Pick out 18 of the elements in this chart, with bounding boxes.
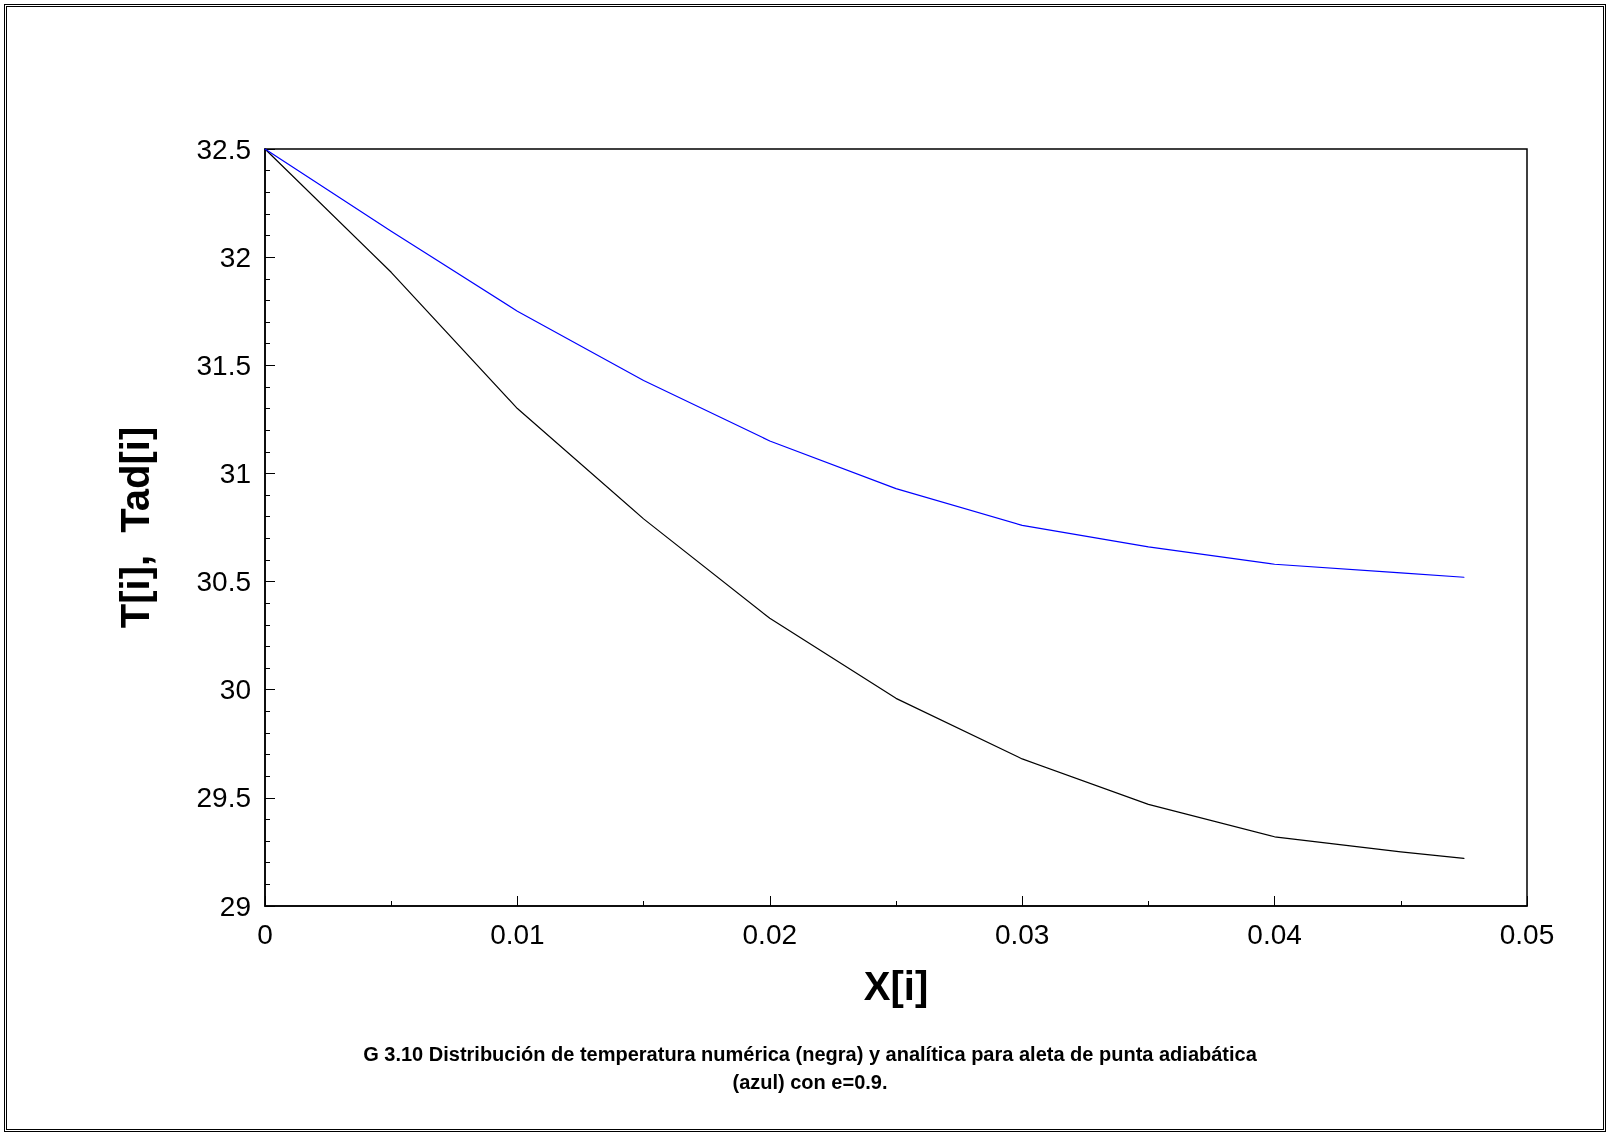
x-tick-label: 0.02 xyxy=(742,918,798,950)
y-tick-label: 31 xyxy=(219,457,251,489)
text: G 3.10 Distribución de temperatura numérica (negra) y analítica para aleta de punta adiabática (azul) con e=0.9. xyxy=(362,1042,1258,1095)
y-tick-label: 29.5 xyxy=(196,782,251,814)
y-tick-label: 30 xyxy=(219,674,251,706)
y-tick-label: 32.5 xyxy=(196,133,251,165)
x-tick-label: 0.03 xyxy=(994,918,1050,950)
x-tick-label: 0 xyxy=(257,918,273,950)
y-tick-label: 30.5 xyxy=(196,566,251,598)
line-series xyxy=(264,148,1465,578)
x-tick-label: 0.01 xyxy=(490,918,545,950)
y-tick-label: 31.5 xyxy=(196,349,251,381)
y-tick-label: 29 xyxy=(219,890,251,922)
y-axis-title: T[i], Tad[i] xyxy=(113,426,157,629)
x-axis-title: X[i] xyxy=(863,964,929,1008)
y-tick-label: 32 xyxy=(219,241,251,273)
x-tick-label: 0.05 xyxy=(1499,918,1555,950)
x-tick-label: 0.04 xyxy=(1247,918,1302,950)
